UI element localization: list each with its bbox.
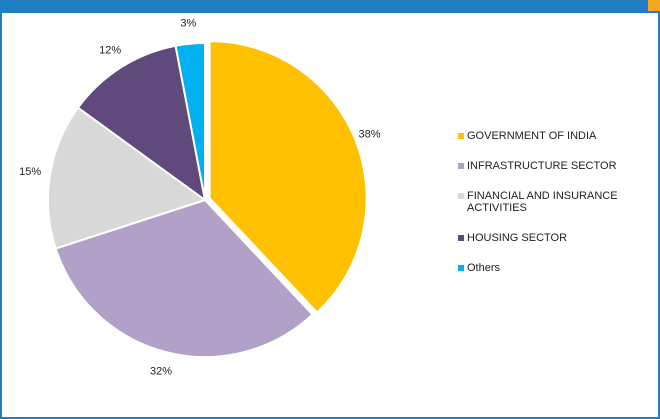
- pie: 38% 32% 15% 12% 3%: [19, 18, 381, 378]
- pie-slice: [208, 40, 368, 315]
- legend-item: INFRASTRUCTURE SECTOR: [458, 160, 643, 172]
- pie-slice: [76, 44, 207, 203]
- pie-slice: [174, 41, 206, 201]
- legend-swatch: [458, 235, 464, 241]
- legend-item: FINANCIAL AND INSURANCE ACTIVITIES: [458, 190, 643, 214]
- legend: GOVERNMENT OF INDIA INFRASTRUCTURE SECTOR…: [458, 130, 643, 292]
- legend-swatch: [458, 193, 464, 199]
- data-label: 38%: [359, 129, 381, 141]
- frame: [0, 11, 660, 419]
- legend-label: INFRASTRUCTURE SECTOR: [467, 160, 617, 172]
- data-label: 12%: [99, 44, 121, 56]
- header-bar: [0, 0, 660, 12]
- data-label: 15%: [19, 166, 41, 178]
- legend-swatch: [458, 133, 464, 139]
- pie-slice: [47, 106, 208, 250]
- legend-label: GOVERNMENT OF INDIA: [467, 130, 597, 142]
- pie-slice: [54, 198, 314, 358]
- header-accent: [648, 0, 660, 12]
- legend-swatch: [458, 163, 464, 169]
- data-label: 3%: [180, 18, 196, 30]
- legend-label: HOUSING SECTOR: [467, 232, 568, 244]
- legend-item: GOVERNMENT OF INDIA: [458, 130, 643, 142]
- legend-item: Others: [458, 262, 643, 274]
- legend-label: FINANCIAL AND INSURANCE ACTIVITIES: [467, 190, 618, 214]
- legend-swatch: [458, 265, 464, 271]
- data-label: 32%: [150, 365, 172, 377]
- legend-label: Others: [467, 262, 501, 274]
- legend-item: HOUSING SECTOR: [458, 232, 643, 244]
